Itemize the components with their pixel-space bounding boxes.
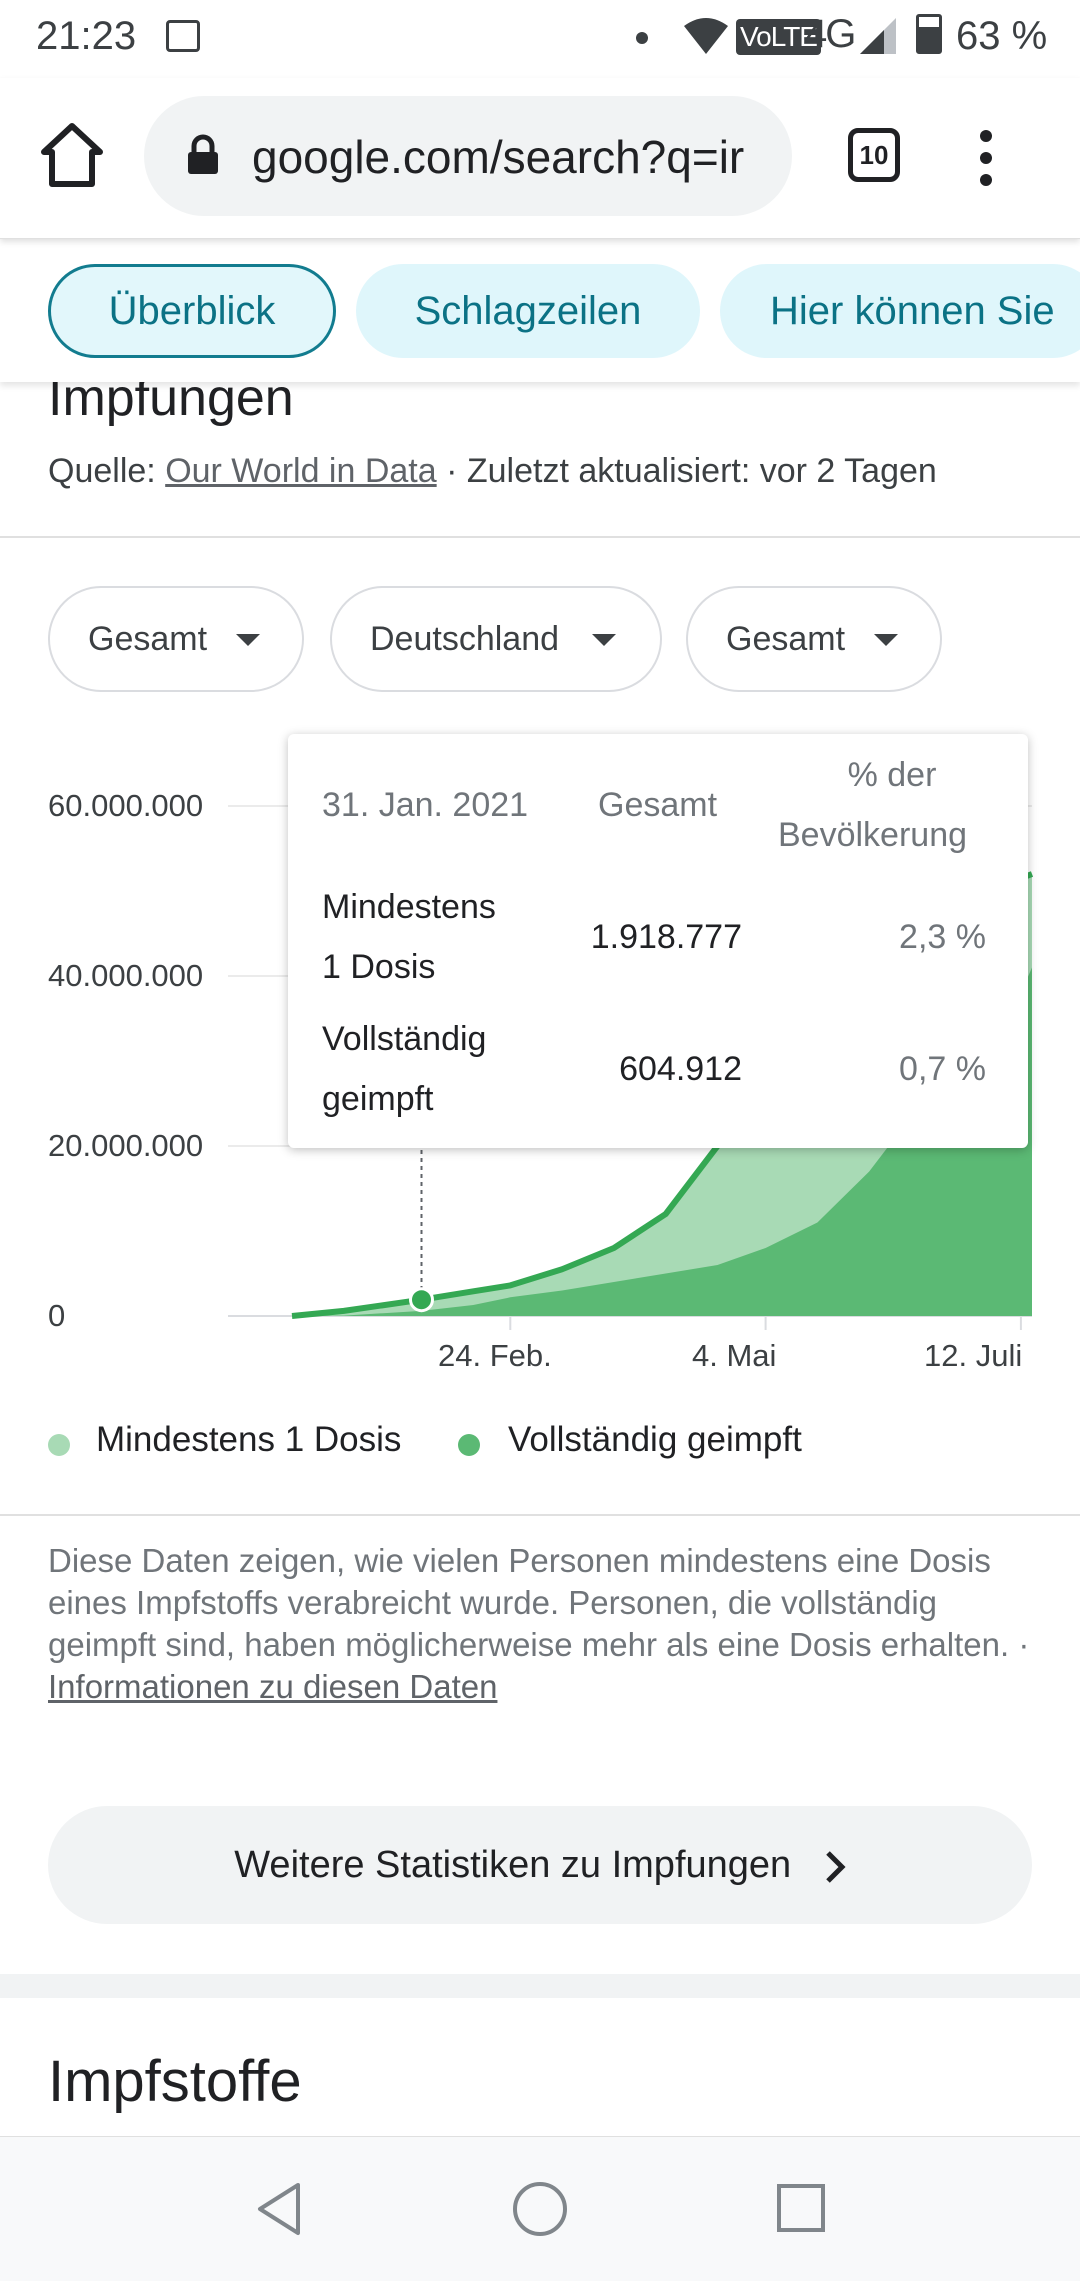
source-prefix: Quelle:	[48, 452, 166, 490]
signal-icon	[860, 18, 896, 54]
more-statistics-label: Weitere Statistiken zu Impfungen	[234, 1844, 792, 1886]
source-line: Quelle: Our World in Data · Zuletzt aktu…	[48, 452, 937, 491]
y-tick-label: 0	[48, 1298, 66, 1333]
url-field[interactable]: google.com/search?q=ir	[144, 96, 792, 216]
filter-label: Gesamt	[726, 620, 846, 658]
tooltip-col-pct-2: Bevölkerung	[778, 816, 968, 854]
tooltip-row-total: 604.912	[619, 1050, 742, 1088]
chip-overview[interactable]: Überblick	[48, 264, 336, 358]
tooltip-row-label: geimpft	[322, 1080, 434, 1118]
tooltip-date: 31. Jan. 2021	[322, 786, 529, 824]
home-icon[interactable]	[40, 120, 104, 190]
battery-icon	[916, 14, 942, 54]
image-notification-icon	[166, 20, 200, 52]
url-text: google.com/search?q=ir	[252, 131, 745, 183]
y-tick-label: 40.000.000	[48, 958, 204, 993]
tooltip-row-pct: 0,7 %	[899, 1050, 986, 1088]
filter-label: Gesamt	[88, 620, 208, 658]
tooltip-row-total: 1.918.777	[590, 918, 742, 956]
recents-icon[interactable]	[776, 2183, 826, 2233]
source-link[interactable]: Our World in Data	[165, 452, 437, 490]
tooltip-row-label: Vollständig	[322, 1020, 487, 1058]
tooltip-row-pct: 2,3 %	[899, 918, 986, 956]
chart-tooltip: 31. Jan. 2021 Gesamt % der Bevölkerung M…	[288, 734, 1028, 1148]
legend-dot-fully-vaccinated	[458, 1434, 480, 1456]
notification-dot-icon	[636, 32, 648, 44]
status-time: 21:23	[36, 14, 137, 58]
tab-switcher-button[interactable]: 10	[848, 128, 900, 182]
x-tick-label: 24. Feb.	[438, 1338, 552, 1373]
home-nav-icon[interactable]	[512, 2181, 568, 2237]
volte-icon: VoLTE	[736, 19, 821, 55]
description-text: Diese Daten zeigen, wie vielen Personen …	[48, 1542, 1010, 1663]
tooltip-col-total: Gesamt	[598, 786, 718, 824]
series-area-fully-vaccinated	[292, 967, 1032, 1316]
caret-down-icon	[592, 634, 616, 646]
description-separator: ·	[1009, 1626, 1030, 1663]
section-separator	[0, 1974, 1080, 1998]
system-nav-bar	[0, 2136, 1080, 2281]
network-type: 4G	[805, 12, 856, 56]
chevron-right-icon	[825, 1851, 846, 1883]
tooltip-row-label: Mindestens	[322, 888, 496, 926]
tooltip-col-pct: % der	[847, 756, 937, 794]
chip-headlines[interactable]: Schlagzeilen	[356, 264, 700, 358]
x-tick-label: 12. Juli	[924, 1338, 1023, 1373]
next-section-title: Impfstoffe	[48, 2049, 302, 2114]
filter-dropdown-country[interactable]: Deutschland	[330, 586, 662, 692]
tooltip-row-label: 1 Dosis	[322, 948, 436, 986]
wifi-icon	[684, 18, 728, 54]
back-icon[interactable]	[254, 2181, 304, 2237]
chip-where-to[interactable]: Hier können Sie	[720, 264, 1080, 358]
divider	[0, 536, 1080, 538]
caret-down-icon	[874, 634, 898, 646]
divider	[0, 1514, 1080, 1516]
lock-icon	[188, 134, 218, 174]
legend-dot-first-dose	[48, 1434, 70, 1456]
browser-toolbar: google.com/search?q=ir 10	[0, 78, 1080, 239]
x-tick-label: 4. Mai	[692, 1338, 777, 1373]
y-tick-label: 60.000.000	[48, 788, 204, 823]
legend-label: Vollständig geimpft	[508, 1420, 802, 1459]
y-tick-label: 20.000.000	[48, 1128, 204, 1163]
topic-chips: Überblick Schlagzeilen Hier können Sie	[0, 240, 1080, 382]
caret-down-icon	[236, 634, 260, 646]
updated-text: · Zuletzt aktualisiert: vor 2 Tagen	[436, 452, 937, 490]
highlight-point	[409, 1287, 434, 1313]
legend-label: Mindestens 1 Dosis	[96, 1420, 402, 1459]
more-statistics-button[interactable]: Weitere Statistiken zu Impfungen	[48, 1806, 1032, 1924]
filter-label: Deutschland	[370, 620, 560, 658]
filter-dropdown-scope[interactable]: Gesamt	[686, 586, 942, 692]
status-bar: 21:23 VoLTE 4G 63 %	[0, 0, 1080, 78]
filter-dropdown-metric[interactable]: Gesamt	[48, 586, 304, 692]
battery-percent: 63 %	[956, 14, 1048, 58]
data-info-link[interactable]: Informationen zu diesen Daten	[48, 1668, 498, 1705]
more-vert-icon[interactable]	[978, 130, 994, 186]
data-description: Diese Daten zeigen, wie vielen Personen …	[48, 1540, 1038, 1708]
